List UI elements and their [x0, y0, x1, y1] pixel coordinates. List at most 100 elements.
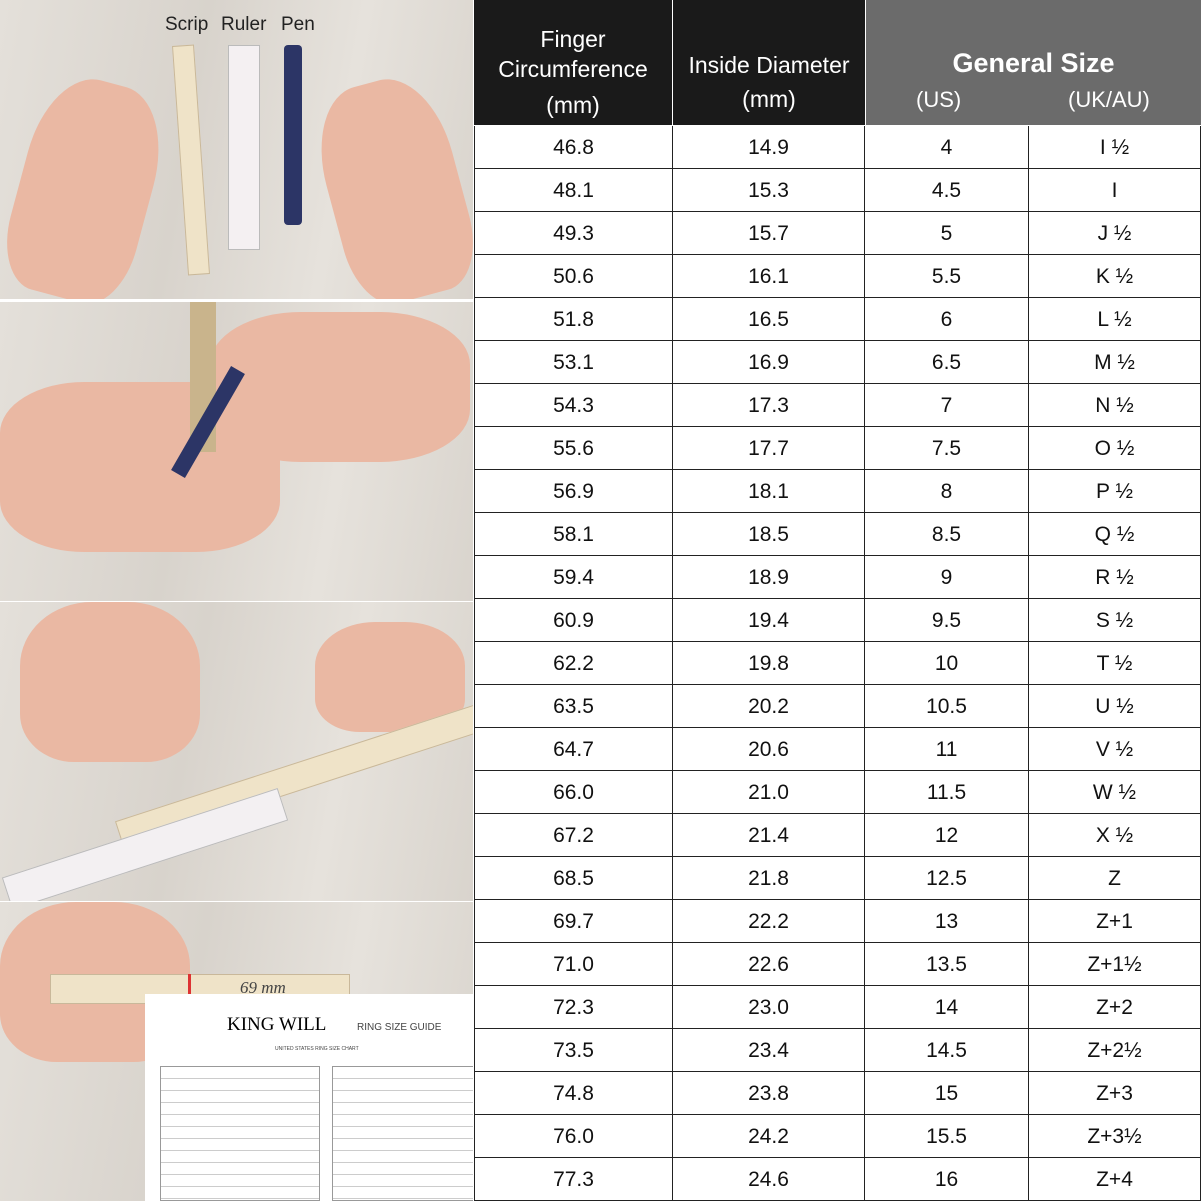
cell-uk-size: Z+2 — [1029, 986, 1201, 1029]
table-row: 56.9 18.1 8 P ½ — [474, 470, 1201, 513]
header-uk: (UK/AU) — [1068, 87, 1150, 112]
cell-us-size: 7 — [865, 384, 1029, 427]
cell-circumference: 67.2 — [474, 814, 673, 857]
cell-uk-size: I — [1029, 169, 1201, 212]
cell-circumference: 53.1 — [474, 341, 673, 384]
instruction-illustrations: Scrip Ruler Pen 69 mm KING WILL RING SIZ… — [0, 0, 474, 1202]
cell-circumference: 69.7 — [474, 900, 673, 943]
cell-circumference: 58.1 — [474, 513, 673, 556]
cell-us-size: 10 — [865, 642, 1029, 685]
cell-circumference: 74.8 — [474, 1072, 673, 1115]
pen-label: Pen — [281, 14, 315, 35]
cell-diameter: 16.5 — [673, 298, 865, 341]
cell-uk-size: Z+3 — [1029, 1072, 1201, 1115]
table-row: 77.3 24.6 16 Z+4 — [474, 1158, 1201, 1201]
cell-diameter: 17.7 — [673, 427, 865, 470]
cell-uk-size: K ½ — [1029, 255, 1201, 298]
ring-size-table: Finger Circumference (mm) Inside Diamete… — [474, 0, 1201, 1202]
cell-us-size: 15 — [865, 1072, 1029, 1115]
cell-uk-size: Q ½ — [1029, 513, 1201, 556]
cell-uk-size: Z — [1029, 857, 1201, 900]
table-row: 71.0 22.6 13.5 Z+1½ — [474, 943, 1201, 986]
header-us: (US) — [916, 87, 962, 112]
mini-table — [160, 1066, 320, 1201]
cell-uk-size: X ½ — [1029, 814, 1201, 857]
hand-image — [20, 602, 200, 762]
cell-uk-size: W ½ — [1029, 771, 1201, 814]
cell-us-size: 14 — [865, 986, 1029, 1029]
cell-uk-size: S ½ — [1029, 599, 1201, 642]
table-row: 66.0 21.0 11.5 W ½ — [474, 771, 1201, 814]
cell-circumference: 49.3 — [474, 212, 673, 255]
measure-label: 69 mm — [240, 978, 286, 997]
cell-circumference: 62.2 — [474, 642, 673, 685]
table-row: 54.3 17.3 7 N ½ — [474, 384, 1201, 427]
cell-uk-size: M ½ — [1029, 341, 1201, 384]
cell-diameter: 22.6 — [673, 943, 865, 986]
step-3-measure-panel — [0, 602, 473, 901]
cell-diameter: 18.9 — [673, 556, 865, 599]
cell-uk-size: Z+2½ — [1029, 1029, 1201, 1072]
left-hand-image — [0, 66, 177, 299]
table-row: 74.8 23.8 15 Z+3 — [474, 1072, 1201, 1115]
cell-circumference: 63.5 — [474, 685, 673, 728]
table-row: 50.6 16.1 5.5 K ½ — [474, 255, 1201, 298]
cell-uk-size: V ½ — [1029, 728, 1201, 771]
cell-uk-size: Z+1½ — [1029, 943, 1201, 986]
cell-diameter: 21.8 — [673, 857, 865, 900]
cell-diameter: 23.8 — [673, 1072, 865, 1115]
cell-uk-size: Z+3½ — [1029, 1115, 1201, 1158]
scrip-label: Scrip — [165, 14, 209, 35]
header-label: Finger Circumference — [498, 26, 648, 82]
cell-circumference: 66.0 — [474, 771, 673, 814]
cell-circumference: 54.3 — [474, 384, 673, 427]
pen-image — [284, 45, 302, 225]
mark-line — [188, 974, 191, 1004]
cell-us-size: 13 — [865, 900, 1029, 943]
table-row: 63.5 20.2 10.5 U ½ — [474, 685, 1201, 728]
cell-circumference: 73.5 — [474, 1029, 673, 1072]
guide-title: RING SIZE GUIDE — [357, 1022, 442, 1033]
table-row: 46.8 14.9 4 I ½ — [474, 126, 1201, 169]
cell-diameter: 24.6 — [673, 1158, 865, 1201]
cell-us-size: 15.5 — [865, 1115, 1029, 1158]
cell-us-size: 10.5 — [865, 685, 1029, 728]
cell-us-size: 12 — [865, 814, 1029, 857]
cell-us-size: 16 — [865, 1158, 1029, 1201]
header-circumference: Finger Circumference (mm) — [474, 0, 672, 125]
cell-diameter: 21.4 — [673, 814, 865, 857]
cell-us-size: 5 — [865, 212, 1029, 255]
cell-circumference: 71.0 — [474, 943, 673, 986]
table-row: 58.1 18.5 8.5 Q ½ — [474, 513, 1201, 556]
table-row: 51.8 16.5 6 L ½ — [474, 298, 1201, 341]
table-row: 53.1 16.9 6.5 M ½ — [474, 341, 1201, 384]
cell-circumference: 77.3 — [474, 1158, 673, 1201]
header-diameter: Inside Diameter (mm) — [673, 0, 865, 125]
ruler-image — [228, 45, 260, 250]
cell-us-size: 8 — [865, 470, 1029, 513]
cell-uk-size: P ½ — [1029, 470, 1201, 513]
table-row: 69.7 22.2 13 Z+1 — [474, 900, 1201, 943]
cell-circumference: 46.8 — [474, 126, 673, 169]
cell-us-size: 8.5 — [865, 513, 1029, 556]
cell-uk-size: T ½ — [1029, 642, 1201, 685]
right-hand-image — [303, 66, 473, 299]
table-row: 68.5 21.8 12.5 Z — [474, 857, 1201, 900]
table-row: 76.0 24.2 15.5 Z+3½ — [474, 1115, 1201, 1158]
ring-size-guide-card: KING WILL RING SIZE GUIDE UNITED STATES … — [145, 994, 473, 1201]
cell-uk-size: L ½ — [1029, 298, 1201, 341]
cell-diameter: 15.7 — [673, 212, 865, 255]
cell-diameter: 21.0 — [673, 771, 865, 814]
cell-uk-size: Z+4 — [1029, 1158, 1201, 1201]
hand-image — [315, 622, 465, 732]
table-row: 60.9 19.4 9.5 S ½ — [474, 599, 1201, 642]
cell-circumference: 64.7 — [474, 728, 673, 771]
hand-image — [210, 312, 470, 462]
cell-uk-size: U ½ — [1029, 685, 1201, 728]
cell-uk-size: O ½ — [1029, 427, 1201, 470]
cell-diameter: 16.1 — [673, 255, 865, 298]
cell-circumference: 50.6 — [474, 255, 673, 298]
header-label: General Size — [952, 48, 1115, 78]
step-1-tools-panel: Scrip Ruler Pen — [0, 0, 473, 299]
cell-circumference: 55.6 — [474, 427, 673, 470]
